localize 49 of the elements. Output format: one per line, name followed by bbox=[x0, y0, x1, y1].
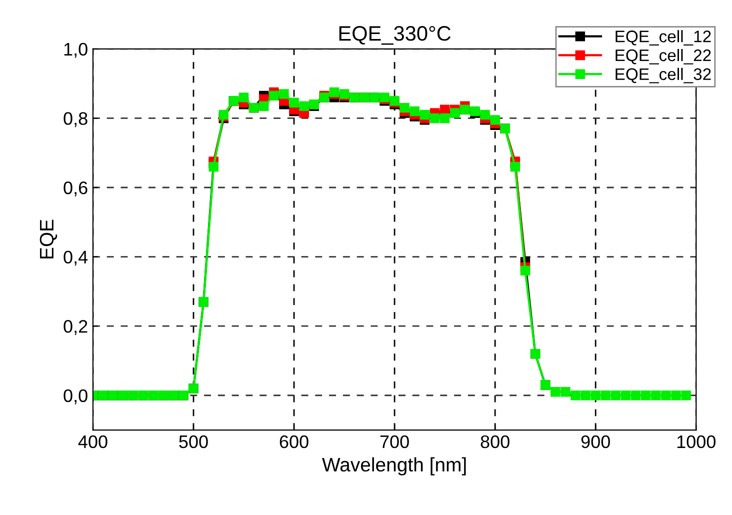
point bbox=[510, 162, 520, 172]
point bbox=[400, 102, 410, 113]
chart-title: EQE_330°C bbox=[339, 26, 451, 45]
point bbox=[238, 92, 249, 102]
point bbox=[279, 89, 289, 99]
x-tick-label: 400 bbox=[78, 435, 108, 448]
y-tick-label: 0,0 bbox=[64, 389, 88, 404]
point bbox=[440, 104, 450, 114]
point bbox=[570, 390, 580, 400]
point bbox=[651, 390, 661, 400]
y-tick-label: 0,8 bbox=[64, 112, 88, 128]
x-tick-label: 600 bbox=[280, 435, 308, 448]
point bbox=[480, 110, 490, 120]
y-tick-label: 0,6 bbox=[64, 181, 88, 196]
point bbox=[671, 390, 681, 400]
legend-label: EQE_cell_12 bbox=[616, 30, 711, 46]
legend-label: EQE_cell_32 bbox=[616, 68, 711, 84]
point bbox=[440, 113, 450, 124]
point bbox=[410, 106, 420, 116]
legend-label: EQE_cell_22 bbox=[616, 48, 711, 64]
point bbox=[600, 390, 611, 400]
point bbox=[630, 390, 641, 400]
point bbox=[299, 101, 309, 111]
point bbox=[289, 98, 299, 108]
x-tick-label: 700 bbox=[380, 435, 409, 448]
point bbox=[681, 390, 691, 400]
x-tick-label: 900 bbox=[581, 435, 610, 448]
x-tick-label: 1000 bbox=[677, 435, 716, 448]
point bbox=[259, 101, 269, 111]
point bbox=[641, 390, 651, 400]
point bbox=[490, 115, 500, 125]
point bbox=[661, 390, 671, 400]
point bbox=[560, 387, 570, 397]
point bbox=[520, 266, 530, 276]
x-tick-label: 800 bbox=[480, 435, 510, 448]
point bbox=[208, 162, 218, 172]
point bbox=[430, 113, 440, 124]
point bbox=[550, 387, 560, 397]
point bbox=[590, 390, 600, 400]
point bbox=[610, 390, 621, 400]
y-tick-label: 0,4 bbox=[64, 250, 88, 266]
y-axis-title: EQE bbox=[40, 220, 58, 258]
y-tick-label: 1,0 bbox=[64, 42, 88, 58]
y-tick-label: 0,2 bbox=[64, 320, 88, 335]
x-axis-title: Wavelength [nm] bbox=[322, 457, 466, 476]
point bbox=[580, 390, 590, 400]
point bbox=[620, 390, 631, 400]
point bbox=[420, 110, 430, 120]
x-tick-label: 500 bbox=[179, 435, 208, 448]
